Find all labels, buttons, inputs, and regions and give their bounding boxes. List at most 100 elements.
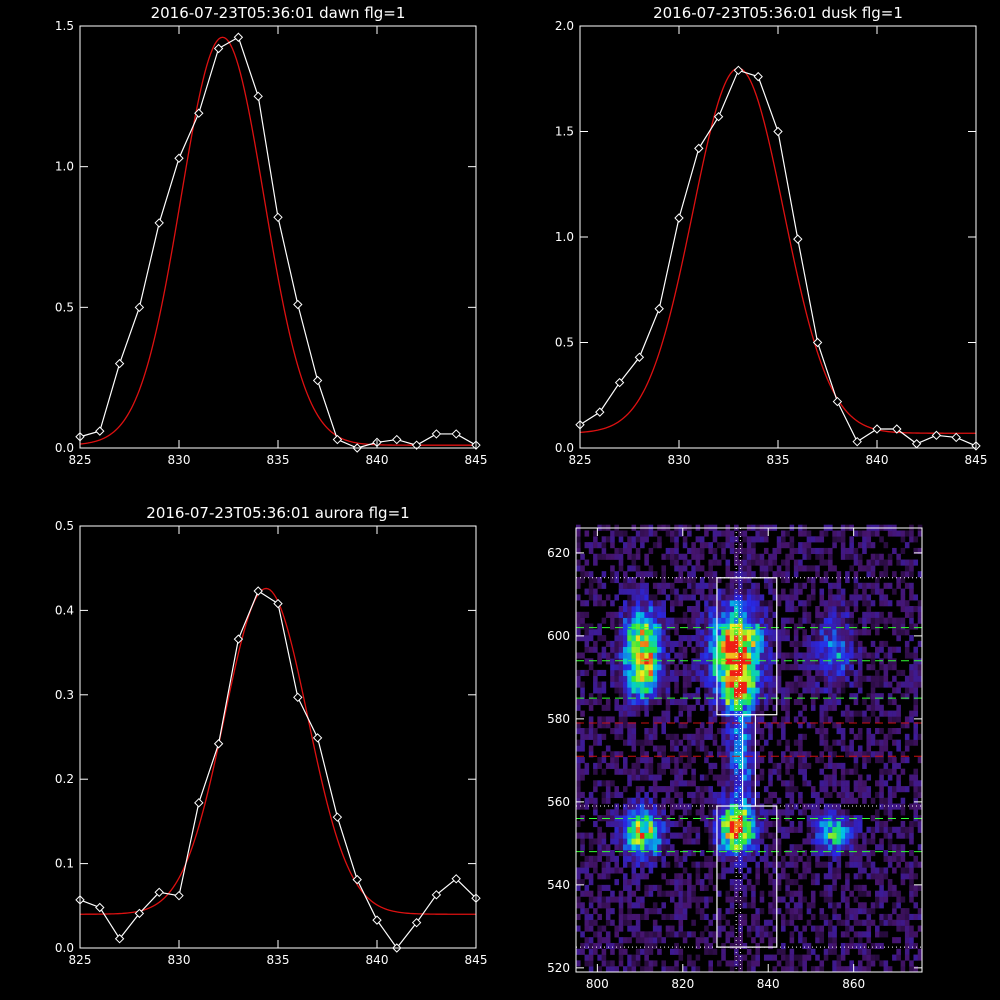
heatmap-cell bbox=[729, 704, 735, 711]
heatmap-cell bbox=[708, 762, 713, 769]
heatmap-cell bbox=[746, 716, 752, 723]
heatmap-cell bbox=[734, 536, 739, 543]
data-point bbox=[194, 108, 204, 118]
heatmap-cell bbox=[669, 850, 675, 857]
heatmap-cell bbox=[917, 669, 923, 677]
heatmap-cell bbox=[708, 855, 713, 862]
heatmap-cell bbox=[678, 948, 684, 955]
heatmap-cell bbox=[687, 751, 692, 758]
heatmap-cell bbox=[887, 913, 893, 921]
heatmap-cell bbox=[785, 739, 790, 746]
heatmap-cell bbox=[648, 733, 654, 740]
heatmap-cell bbox=[597, 722, 602, 729]
heatmap-cell bbox=[627, 960, 632, 967]
heatmap-cell bbox=[734, 722, 739, 729]
heatmap-cell bbox=[883, 681, 889, 688]
heatmap-cell bbox=[913, 820, 919, 828]
heatmap-cell bbox=[759, 728, 765, 735]
heatmap-cell bbox=[605, 931, 611, 938]
heatmap-cell bbox=[892, 739, 897, 746]
heatmap-cell bbox=[716, 675, 722, 682]
heatmap-cell bbox=[879, 600, 884, 607]
heatmap-cell bbox=[627, 547, 632, 555]
heatmap-cell bbox=[699, 797, 705, 804]
heatmap-cell bbox=[593, 542, 598, 549]
heatmap-cell bbox=[610, 623, 615, 630]
heatmap-cell bbox=[622, 606, 628, 613]
heatmap-cell bbox=[909, 710, 914, 717]
heatmap-cell bbox=[849, 832, 854, 839]
heatmap-cell bbox=[640, 542, 645, 549]
heatmap-cell bbox=[836, 687, 842, 694]
heatmap-cell bbox=[734, 640, 739, 647]
plot-frame bbox=[79, 25, 477, 449]
heatmap-cell bbox=[597, 838, 602, 845]
heatmap-cell bbox=[712, 635, 718, 642]
heatmap-cell bbox=[810, 698, 816, 706]
heatmap-cell bbox=[716, 687, 722, 694]
heatmap-cell bbox=[674, 832, 679, 839]
heatmap-cell bbox=[614, 832, 620, 839]
heatmap-cell bbox=[870, 611, 876, 618]
heatmap-cell bbox=[896, 948, 901, 955]
heatmap-cell bbox=[845, 832, 850, 839]
heatmap-cell bbox=[772, 908, 778, 915]
heatmap-cell bbox=[798, 542, 803, 549]
heatmap-cell bbox=[883, 809, 889, 816]
heatmap-cell bbox=[721, 913, 726, 921]
heatmap-cell bbox=[823, 803, 829, 810]
heatmap-cell bbox=[631, 693, 637, 700]
heatmap-cell bbox=[785, 745, 790, 752]
heatmap-cell bbox=[836, 791, 842, 799]
heatmap-cell bbox=[665, 617, 671, 624]
heatmap-cell bbox=[845, 942, 850, 950]
heatmap-cell bbox=[614, 803, 620, 810]
heatmap-cell bbox=[900, 722, 906, 729]
heatmap-cell bbox=[857, 553, 863, 560]
heatmap-cell bbox=[746, 733, 752, 740]
heatmap-cell bbox=[913, 664, 919, 671]
heatmap-cell bbox=[751, 640, 756, 647]
heatmap-cell bbox=[584, 937, 590, 944]
heatmap-cell bbox=[879, 739, 884, 746]
heatmap-cell bbox=[857, 786, 863, 793]
heatmap-cell bbox=[866, 536, 872, 543]
heatmap-cell bbox=[631, 809, 637, 816]
heatmap-cell bbox=[742, 832, 748, 839]
heatmap-cell bbox=[622, 542, 628, 549]
heatmap-cell bbox=[695, 675, 701, 682]
heatmap-cell bbox=[622, 896, 628, 903]
heatmap-cell bbox=[682, 762, 688, 769]
heatmap-cell bbox=[819, 640, 825, 647]
heatmap-cell bbox=[678, 797, 684, 804]
heatmap-cell bbox=[802, 681, 807, 688]
heatmap-cell bbox=[772, 820, 778, 828]
heatmap-cell bbox=[857, 582, 863, 589]
heatmap-cell bbox=[836, 722, 842, 729]
heatmap-cell bbox=[631, 559, 637, 566]
heatmap-cell bbox=[798, 664, 803, 671]
heatmap-cell bbox=[678, 913, 684, 921]
heatmap-cell bbox=[644, 931, 649, 938]
heatmap-cell bbox=[738, 600, 743, 607]
heatmap-cell bbox=[627, 675, 632, 682]
heatmap-cell bbox=[845, 873, 850, 880]
heatmap-cell bbox=[661, 611, 666, 618]
heatmap-cell bbox=[678, 669, 684, 677]
heatmap-cell bbox=[742, 861, 748, 868]
heatmap-cell bbox=[610, 664, 615, 671]
heatmap-cell bbox=[610, 919, 615, 926]
heatmap-cell bbox=[712, 606, 718, 613]
heatmap-cell bbox=[674, 902, 679, 909]
heatmap-cell bbox=[725, 757, 731, 764]
heatmap-cell bbox=[772, 925, 778, 932]
heatmap-cell bbox=[879, 646, 884, 653]
heatmap-cell bbox=[806, 681, 812, 688]
heatmap-cell bbox=[900, 768, 906, 775]
heatmap-cell bbox=[883, 797, 889, 804]
heatmap-cell bbox=[729, 681, 735, 688]
heatmap-cell bbox=[879, 640, 884, 647]
heatmap-cell bbox=[746, 658, 752, 665]
heatmap-cell bbox=[605, 745, 611, 752]
heatmap-cell bbox=[597, 902, 602, 909]
